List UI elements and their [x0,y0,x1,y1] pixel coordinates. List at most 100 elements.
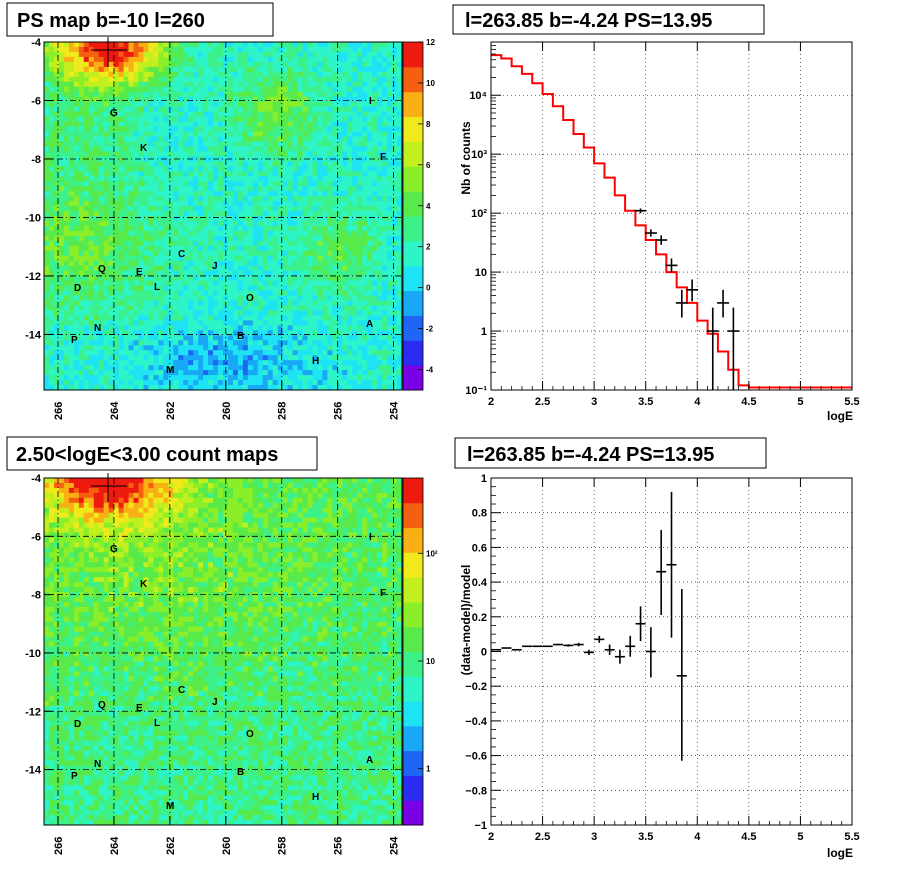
ps-map-grid [44,42,402,390]
x-tick-label: 4.5 [741,831,756,843]
count-map-colorbar: 10² 10 1 [402,477,438,826]
spectrum-x-ticks: 2 2.5 3 3.5 4 4.5 5 5.5 [488,42,860,408]
ps-map-source-labels: G I K F C J Q E D L O N P B A H M [71,96,386,376]
y-tick-label: 0 [481,647,487,659]
colorbar-segment [403,166,423,192]
x-tick-label: 254 [389,836,401,855]
colorbar-segment [403,141,423,167]
y-tick-label: -8 [31,154,41,166]
colorbar-segment [403,552,423,578]
y-tick-label: 10² [471,208,487,220]
ps-map-heatmap [44,42,403,391]
spectrum-x-label: logE [827,409,853,423]
source-label: F [380,588,386,599]
count-map-heatmap [44,478,403,826]
ps-map-y-ticks: -4 -6 -8 -10 -12 -14 [25,37,53,341]
colorbar-segment [403,800,423,826]
ps-map-colorbar: 12 10 8 6 4 2 0 -2 -4 [402,38,435,391]
colorbar-segment [403,601,423,628]
source-label: Q [98,264,106,275]
x-tick-label: 262 [165,402,177,420]
count-map-source-labels: G I K F C J Q E D L O N P B A H M [71,532,386,812]
y-tick-label: 0.2 [472,612,487,624]
source-label: N [94,759,101,770]
x-tick-label: 3.5 [638,396,653,408]
x-tick-label: 2.5 [535,831,550,843]
count-map-y-ticks: -4 -6 -8 -10 -12 -14 [25,473,53,777]
count-map-grid [44,478,402,825]
source-label: O [246,293,254,304]
source-label: L [154,718,160,729]
colorbar-segment [403,502,423,529]
colorbar-segment [403,725,423,752]
colorbar-tick-label: 4 [426,202,431,211]
y-tick-label: 10 [475,267,487,279]
x-tick-label: 3 [591,396,597,408]
colorbar-frame [402,477,424,826]
colorbar-tick-label: -4 [426,366,434,375]
colorbar-segment [403,216,423,242]
colorbar-segment [403,676,423,702]
colorbar-segment [403,315,423,341]
source-label: C [178,685,185,696]
source-label: G [110,544,118,555]
y-tick-label: -8 [31,590,41,602]
spectrum-title: l=263.85 b=-4.24 PS=13.95 [465,10,712,32]
source-label: O [246,729,254,740]
colorbar-frame [402,41,424,391]
spectrum-data-points [634,208,740,390]
y-tick-label: 10³ [471,149,487,161]
residual-title: l=263.85 b=-4.24 PS=13.95 [467,444,714,466]
residual-panel: 2 2.5 3 3.5 4 4.5 5 5.5 1 0.8 0.6 0.4 0.2 0 −0.2 −0.4 −… [454,437,860,860]
source-label: K [140,579,148,590]
colorbar-tick-label: 10² [426,549,438,558]
source-label: P [71,335,78,346]
source-label: M [166,801,174,812]
colorbar-segment [403,191,423,217]
source-label: N [94,323,101,334]
y-tick-label: -14 [25,765,42,777]
x-tick-label: 254 [389,401,401,420]
source-label: P [71,771,78,782]
source-label: E [136,267,143,278]
spectrum-title-box: l=263.85 b=-4.24 PS=13.95 [452,4,765,35]
x-tick-label: 3.5 [638,831,653,843]
x-tick-label: 4.5 [741,396,756,408]
colorbar-segment [403,775,423,801]
source-label: D [74,719,81,730]
source-label: I [369,532,372,543]
x-tick-label: 4 [694,831,701,843]
y-tick-label: 10⁴ [469,90,487,102]
y-tick-label: 1 [481,326,487,338]
source-label: F [380,152,386,163]
y-tick-label: 0.6 [472,542,487,554]
x-tick-label: 2.5 [535,396,550,408]
colorbar-tick-label: 0 [426,284,431,293]
x-tick-label: 262 [165,837,177,855]
colorbar-segment [403,701,423,727]
x-tick-label: 256 [333,837,345,855]
x-tick-label: 4 [694,396,701,408]
y-tick-label: −1 [474,820,487,832]
colorbar-tick-label: 10 [426,657,435,666]
x-tick-label: 266 [53,402,65,420]
source-label: K [140,143,148,154]
ps-map-x-ticks: 266 264 262 260 258 256 254 [53,381,401,420]
residual-title-box: l=263.85 b=-4.24 PS=13.95 [454,437,767,469]
colorbar-segment [403,340,423,366]
x-tick-label: 2 [488,831,494,843]
residual-data-points [491,491,687,761]
source-label: Q [98,700,106,711]
colorbar-segment [403,750,423,776]
colorbar-segment [403,577,423,603]
source-label: H [312,792,319,803]
ps-map-title: PS map b=-10 l=260 [17,10,205,32]
source-label: B [237,767,244,778]
colorbar-segment [403,626,423,652]
source-label: M [166,365,174,376]
colorbar-segment [403,116,423,142]
spectrum-y-label: Nb of counts [459,121,473,195]
